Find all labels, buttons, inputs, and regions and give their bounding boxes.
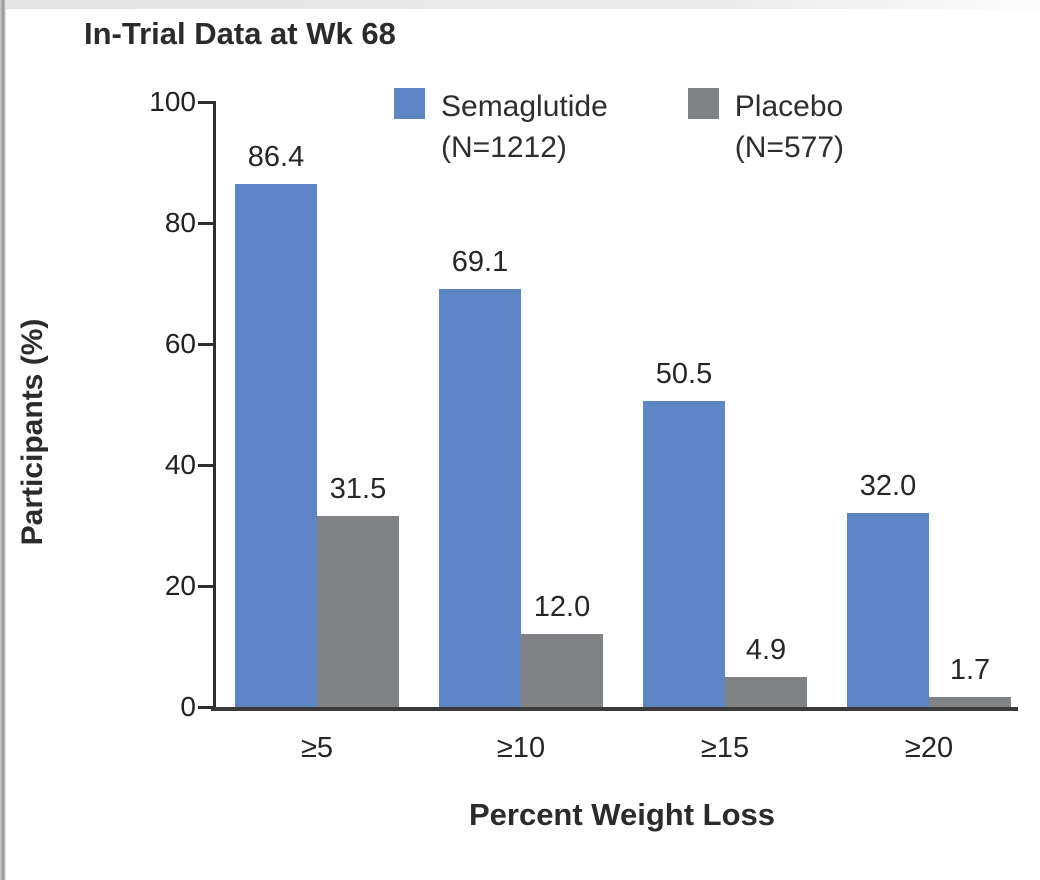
bar-value-label: 12.0 [533,591,591,624]
legend-item-semaglutide: Semaglutide (N=1212) [394,86,608,168]
y-tick-mark [198,221,214,225]
bar-semaglutide [439,288,521,707]
bar-value-label: 69.1 [451,245,509,278]
bar-value-label: 86.4 [247,141,305,174]
legend-label-placebo: Placebo [734,90,844,123]
chart-title: In-Trial Data at Wk 68 [84,16,396,51]
y-tick-label: 0 [180,691,196,722]
legend: Semaglutide (N=1212) Placebo (N=577) [394,86,844,168]
y-tick-mark [198,100,214,104]
bar-placebo [725,677,807,707]
bar-value-label: 32.0 [859,470,917,503]
bar-value-label: 1.7 [949,653,991,686]
y-tick-mark [198,463,214,467]
y-tick-label: 20 [164,570,196,601]
bar-value-label: 31.5 [329,473,387,506]
y-axis-line [213,101,216,711]
y-axis-title: Participants (%) [16,318,49,546]
bar-placebo [929,696,1011,707]
legend-swatch-placebo [687,88,719,119]
legend-item-placebo: Placebo (N=577) [687,86,844,168]
x-axis-line [211,707,1018,711]
y-tick-mark [198,705,214,709]
y-tick-mark [198,584,214,588]
page-left-edge [0,0,6,880]
legend-label-semaglutide: Semaglutide [441,90,608,123]
x-category-label: ≥15 [700,732,750,764]
y-tick-label: 100 [149,86,196,117]
legend-n-placebo: (N=577) [734,131,844,164]
bar-value-label: 50.5 [655,358,713,391]
legend-n-semaglutide: (N=1212) [441,131,567,164]
bar-semaglutide [643,401,725,707]
x-category-label: ≥5 [300,732,334,764]
x-axis-title: Percent Weight Loss [468,797,776,832]
page-top-edge [0,0,1040,9]
y-tick-label: 80 [164,207,196,238]
bar-value-label: 4.9 [745,634,787,667]
x-category-label: ≥20 [904,732,954,764]
y-tick-mark [198,342,214,346]
y-tick-label: 60 [164,328,196,359]
bar-placebo [521,634,603,707]
bar-semaglutide [235,184,317,707]
bar-placebo [317,516,399,707]
legend-swatch-semaglutide [394,88,425,119]
x-category-label: ≥10 [496,732,546,764]
bar-semaglutide [847,513,929,707]
y-tick-label: 40 [164,449,196,480]
